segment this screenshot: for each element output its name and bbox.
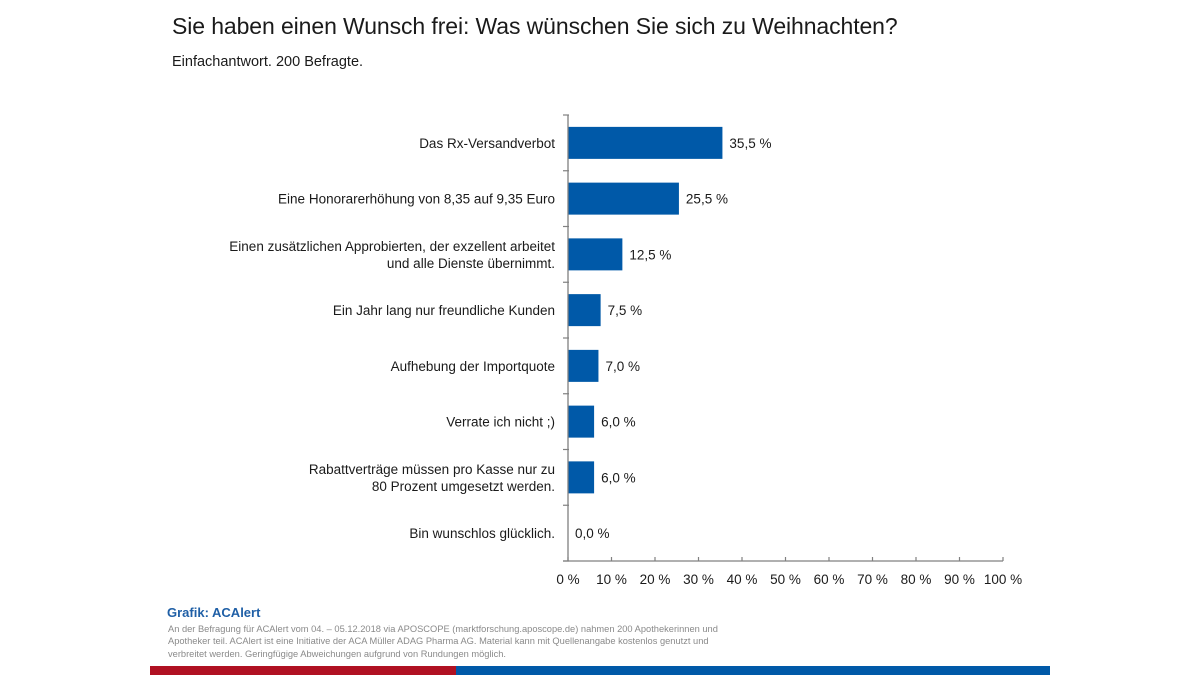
category-label: Verrate ich nicht ;) [446, 415, 555, 430]
category-label: Aufhebung der Importquote [391, 359, 555, 374]
bar [568, 461, 595, 494]
x-tick-label: 0 % [556, 572, 579, 587]
value-label: 6,0 % [601, 415, 636, 430]
value-label: 0,0 % [575, 526, 610, 541]
x-tick-label: 40 % [727, 572, 758, 587]
category-label: Bin wunschlos glücklich. [409, 526, 555, 541]
bar [568, 126, 723, 159]
value-label: 7,5 % [608, 303, 643, 318]
category-label: Eine Honorarerhöhung von 8,35 auf 9,35 E… [278, 192, 555, 207]
x-tick-label: 10 % [596, 572, 627, 587]
x-tick-label: 20 % [640, 572, 671, 587]
bars-group [568, 126, 723, 494]
x-tick-label: 80 % [901, 572, 932, 587]
footer-stripe-blue [456, 666, 1050, 675]
category-label: Ein Jahr lang nur freundliche Kunden [333, 303, 555, 318]
bar [568, 405, 595, 438]
x-tick-label: 70 % [857, 572, 888, 587]
bar [568, 349, 599, 382]
x-tick-label: 50 % [770, 572, 801, 587]
x-tick-label: 100 % [984, 572, 1022, 587]
footnote-text: An der Befragung für ACAlert vom 04. – 0… [168, 624, 718, 659]
x-tick-label: 90 % [944, 572, 975, 587]
value-label: 25,5 % [686, 192, 728, 207]
category-label: Einen zusätzlichen Approbierten, der exz… [229, 239, 555, 254]
category-label: und alle Dienste übernimmt. [387, 256, 555, 271]
value-label: 7,0 % [605, 359, 640, 374]
value-label: 6,0 % [601, 470, 636, 485]
x-tick-label: 60 % [814, 572, 845, 587]
bar-chart: 35,5 % Das Rx-Versandverbot 25,5 % Eine Hon… [229, 114, 1022, 587]
bar [568, 294, 601, 327]
axes-group [563, 114, 1004, 562]
value-label: 12,5 % [629, 247, 671, 262]
chart-title: Sie haben einen Wunsch frei: Was wünsche… [172, 13, 898, 39]
bar [568, 238, 623, 271]
category-label: Das Rx-Versandverbot [419, 136, 555, 151]
footer-stripe-red [150, 666, 456, 675]
chart-subtitle: Einfachantwort. 200 Befragte. [172, 54, 364, 70]
value-label: 35,5 % [729, 136, 771, 151]
bar [568, 182, 679, 215]
credit-label: Grafik: ACAlert [167, 605, 261, 620]
x-tick-label: 30 % [683, 572, 714, 587]
category-label: Rabattverträge müssen pro Kasse nur zu [309, 462, 555, 477]
labels-group: 35,5 % Das Rx-Versandverbot 25,5 % Eine Hon… [229, 136, 1022, 587]
category-label: 80 Prozent umgesetzt werden. [372, 479, 555, 494]
